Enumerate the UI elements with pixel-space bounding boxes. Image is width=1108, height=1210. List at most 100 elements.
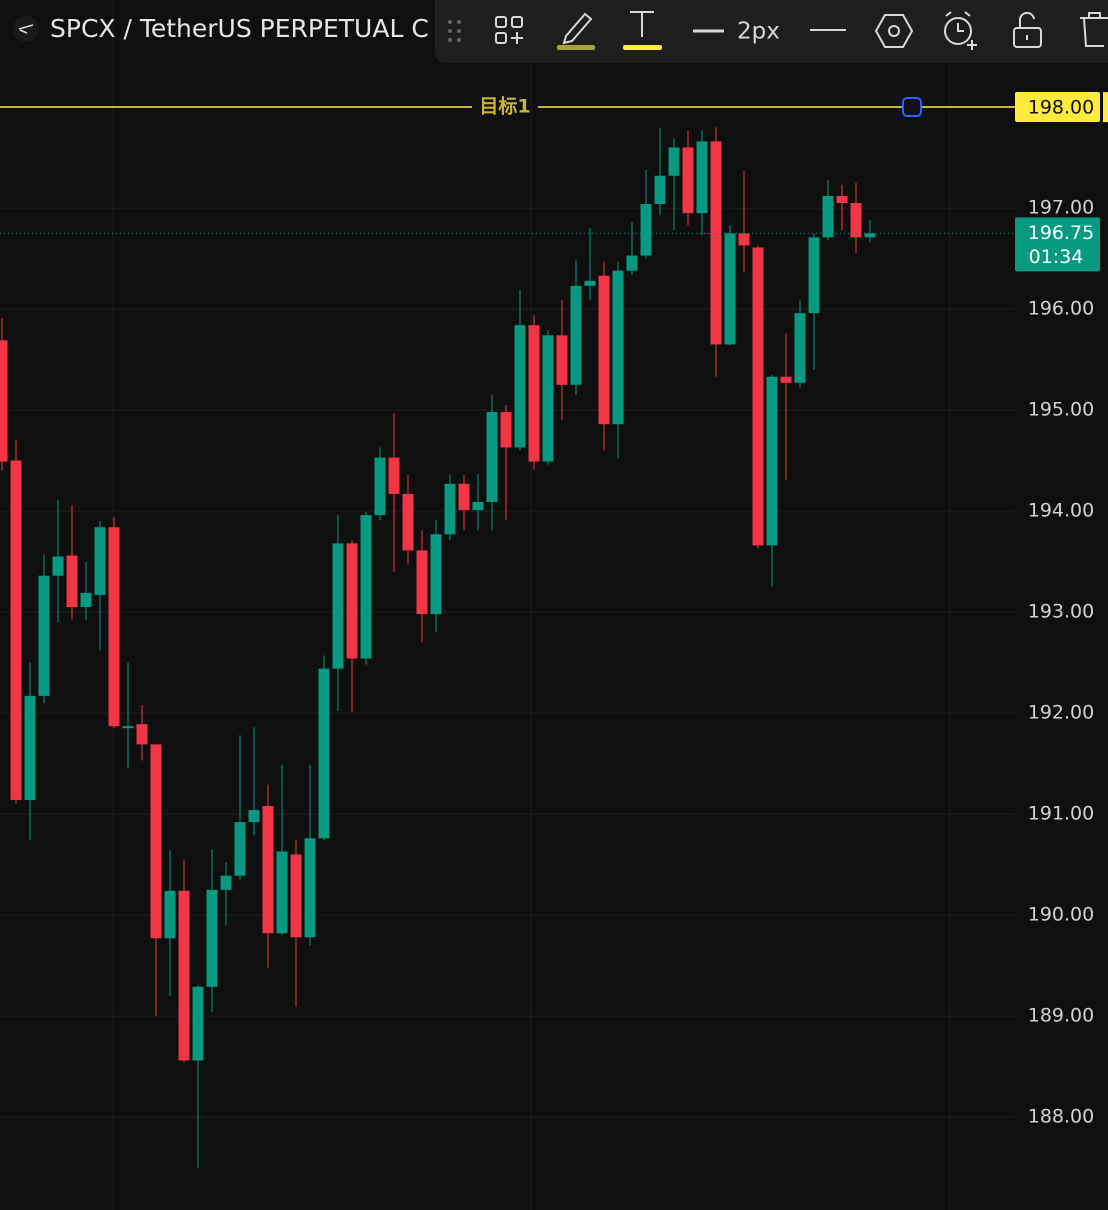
candle-body xyxy=(122,726,134,729)
y-tick-label: 195.00 xyxy=(1028,399,1094,421)
candle-body xyxy=(752,247,764,546)
candle-body xyxy=(24,695,36,800)
candle-body xyxy=(780,376,792,383)
candle-body xyxy=(178,890,190,1061)
countdown-label: 01:34 xyxy=(1029,246,1084,268)
candle-body xyxy=(444,483,456,535)
target-value-label: 198.00 xyxy=(1028,97,1094,119)
template-button[interactable] xyxy=(495,16,523,44)
candle-body xyxy=(346,543,358,659)
candles xyxy=(0,127,876,1168)
last-price-box xyxy=(1015,217,1100,272)
candle-body xyxy=(248,810,260,823)
y-tick-label: 188.00 xyxy=(1028,1106,1094,1128)
candle-body xyxy=(304,838,316,938)
candle-body xyxy=(318,668,330,839)
candle-body xyxy=(570,285,582,385)
candle-body xyxy=(388,457,400,494)
candle-body xyxy=(360,515,372,659)
candle-body xyxy=(500,412,512,448)
candle-body xyxy=(192,986,204,1061)
candle-body xyxy=(220,875,232,890)
settings-button[interactable] xyxy=(874,14,914,48)
candle-body xyxy=(738,233,750,246)
drag-handle xyxy=(448,20,461,42)
candle-body xyxy=(808,237,820,314)
candle-body xyxy=(850,203,862,238)
candle-body xyxy=(290,854,302,938)
symbol-icon-glyph xyxy=(18,24,34,34)
y-tick-label: 194.00 xyxy=(1028,500,1094,522)
candle-body xyxy=(332,543,344,669)
candle-body xyxy=(640,204,652,256)
candle-body xyxy=(80,592,92,608)
candle-body xyxy=(710,141,722,345)
target-value-box xyxy=(1015,92,1100,123)
candle-body xyxy=(696,141,708,214)
candle-body xyxy=(836,195,848,204)
target-handle[interactable] xyxy=(902,97,922,118)
candle-body xyxy=(108,527,120,727)
y-tick-label: 190.00 xyxy=(1028,904,1094,926)
candle-body xyxy=(794,313,806,383)
candle-body xyxy=(0,340,8,462)
candle-body xyxy=(724,233,736,345)
y-tick-label: 193.00 xyxy=(1028,601,1094,623)
candle-body xyxy=(626,255,638,271)
candle-body xyxy=(766,376,778,546)
candle-body xyxy=(556,335,568,385)
line-width-button[interactable]: 2px xyxy=(693,19,780,45)
candle-body xyxy=(66,555,78,608)
y-tick-label: 192.00 xyxy=(1028,702,1094,724)
candle-body xyxy=(94,527,106,595)
candle-body xyxy=(472,501,484,511)
line-width-label: 2px xyxy=(737,19,780,45)
candle-body xyxy=(262,805,274,934)
candle-body xyxy=(374,457,386,516)
candle-body xyxy=(150,744,162,939)
candle-body xyxy=(430,534,442,615)
line-color-button[interactable] xyxy=(557,12,595,50)
y-tick-label: 196.00 xyxy=(1028,298,1094,320)
candle-body xyxy=(38,575,50,696)
symbol-title: SPCX / TetherUS PERPETUAL C xyxy=(50,14,429,43)
text-color-button[interactable] xyxy=(623,11,662,50)
candle-body xyxy=(206,889,218,987)
candle-body xyxy=(52,556,64,576)
candle-body xyxy=(514,325,526,448)
symbol-icon xyxy=(13,16,39,42)
drawing-toolbar: 2px xyxy=(435,0,1108,63)
candle-body xyxy=(402,493,414,551)
candle-body xyxy=(234,822,246,876)
y-tick-label: 189.00 xyxy=(1028,1005,1094,1027)
last-price-label: 196.75 xyxy=(1028,222,1094,244)
candle-body xyxy=(486,412,498,502)
target-line-label: 目标1 xyxy=(479,96,530,118)
candle-body xyxy=(612,270,624,425)
y-tick-label: 191.00 xyxy=(1028,803,1094,825)
candle-body xyxy=(528,325,540,462)
candle-body xyxy=(542,335,554,462)
candle-body xyxy=(864,233,876,238)
candle-body xyxy=(136,724,148,745)
candle-body xyxy=(654,175,666,205)
candle-body xyxy=(10,460,22,800)
lock-button[interactable] xyxy=(1013,11,1042,48)
alert-button[interactable] xyxy=(944,11,977,50)
candle-body xyxy=(822,195,834,238)
candle-body xyxy=(276,851,288,934)
candle-body xyxy=(164,890,176,939)
delete-button[interactable] xyxy=(1080,12,1108,47)
candle-body xyxy=(584,280,596,286)
y-tick-label: 197.00 xyxy=(1028,197,1094,219)
candle-body xyxy=(682,147,694,214)
candle-body xyxy=(668,147,680,176)
overlays: 188.00 189.00 190.00 191.00 192.00 193.00 194.… xyxy=(0,92,1108,1128)
candle-body xyxy=(458,483,470,511)
candle-body xyxy=(416,550,428,615)
toolbar-panel xyxy=(435,0,1108,63)
target-value-box-edge xyxy=(1103,92,1108,123)
